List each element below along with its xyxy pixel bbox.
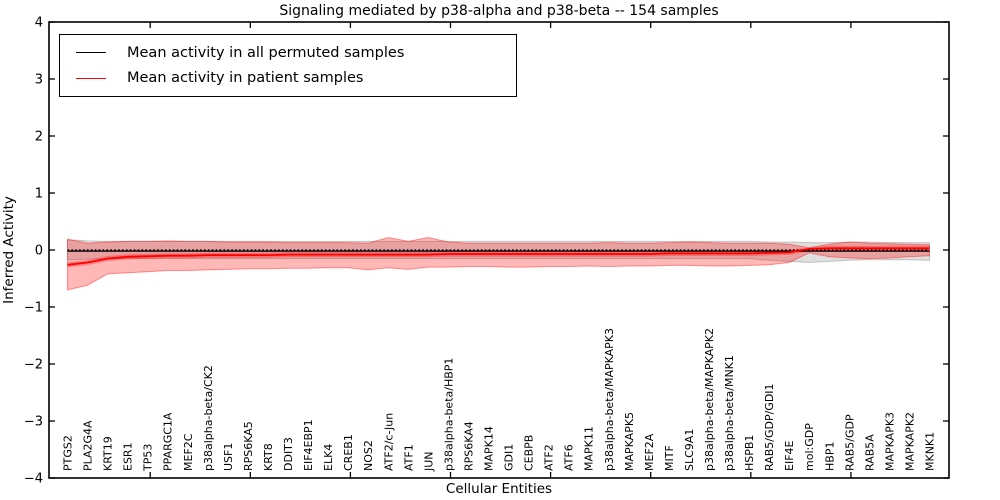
x-axis-label: Cellular Entities [446, 481, 552, 497]
plot-border [48, 21, 950, 479]
x-category-label: PPARGC1A [162, 412, 175, 471]
legend-label-patient: Mean activity in patient samples [127, 70, 364, 87]
x-category-label: GDI1 [503, 444, 516, 471]
x-category-label: EIF4EBP1 [302, 419, 315, 471]
x-category-label: NOS2 [362, 440, 375, 471]
x-category-label: ESR1 [122, 442, 135, 471]
x-category-label: p38alpha-beta/MAPKAPK2 [703, 328, 716, 471]
x-category-label: PLA2G4A [82, 420, 95, 471]
band-layer [67, 236, 930, 291]
x-category-label: PTGS2 [62, 435, 75, 471]
x-category-label: MEF2A [643, 433, 656, 471]
x-category-label: RAB5/GDP/GDI1 [763, 383, 776, 471]
permuted-line-swatch [76, 52, 106, 54]
x-category-label: MEF2C [182, 433, 195, 471]
legend: Mean activity in all permuted samples Me… [59, 34, 517, 97]
x-category-label: HSPB1 [743, 435, 756, 471]
x-category-label: ATF2 [543, 444, 556, 471]
x-category-label: MKNK1 [924, 432, 937, 471]
y-tick-label: −4 [24, 472, 43, 487]
x-category-label: SLC9A1 [683, 429, 696, 471]
legend-label-permuted: Mean activity in all permuted samples [127, 44, 405, 61]
chart-title: Signaling mediated by p38-alpha and p38-… [279, 3, 718, 19]
x-category-label: HBP1 [823, 442, 836, 471]
x-category-label: JUN [422, 451, 435, 472]
x-category-label: RPS6KA5 [242, 421, 255, 471]
x-category-label: MAPK11 [583, 426, 596, 471]
x-category-label: TP53 [142, 444, 155, 472]
x-category-label: USF1 [222, 443, 235, 471]
x-category-label-layer: PTGS2 PLA2G4A KRT19 ESR1 TP53 PPARGC1A MEF2C p3… [62, 328, 937, 472]
x-category-label: MAPKAPK2 [903, 412, 916, 471]
x-category-label: p38alpha-beta/HBP1 [442, 358, 455, 471]
x-category-label: KRT8 [262, 443, 275, 471]
y-axis-label: Inferred Activity [1, 196, 17, 304]
legend-entry-patient: Mean activity in patient samples [76, 70, 516, 86]
x-category-label: CREB1 [342, 434, 355, 471]
x-category-label: MAPK14 [482, 426, 495, 471]
y-tick-label: 4 [35, 16, 43, 31]
y-tick-label-layer: 4 3 2 1 0 −1 −2 −3 −4 [24, 16, 43, 487]
x-category-label: CEBPB [523, 435, 536, 471]
x-category-label: MITF [663, 445, 676, 471]
x-category-label: RAB5/GDP [843, 414, 856, 471]
legend-entry-permuted: Mean activity in all permuted samples [76, 45, 516, 61]
y-tick-label: −3 [24, 415, 43, 430]
x-category-label: KRT19 [102, 436, 115, 471]
x-category-label: p38alpha-beta/CK2 [202, 365, 215, 471]
y-tick-label: 1 [35, 187, 43, 202]
x-category-label: RAB5A [863, 434, 876, 471]
patient-line-swatch [76, 77, 106, 79]
x-category-label: ELK4 [322, 444, 335, 471]
x-category-label: ATF2/c-Jun [382, 413, 395, 471]
x-category-label: ATF6 [563, 444, 576, 471]
line-layer [67, 247, 930, 266]
x-category-label: p38alpha-beta/MNK1 [723, 355, 736, 471]
x-category-label: DDIT3 [282, 437, 295, 471]
y-tick-label: −2 [24, 358, 43, 373]
patient-mean-line [67, 247, 930, 266]
x-category-label: MAPKAPK5 [623, 412, 636, 471]
y-tick-label: 3 [35, 73, 43, 88]
x-category-label: MAPKAPK3 [883, 412, 896, 471]
y-tick-label: 2 [35, 130, 43, 145]
x-category-label: p38alpha-beta/MAPKAPK3 [603, 328, 616, 471]
x-category-label: EIF4E [783, 440, 796, 471]
x-category-label: RPS6KA4 [462, 421, 475, 471]
x-category-label: mol:GDP [803, 423, 816, 471]
y-tick-label: −1 [24, 301, 43, 316]
y-tick-label: 0 [35, 244, 43, 259]
x-category-label: ATF1 [402, 444, 415, 471]
